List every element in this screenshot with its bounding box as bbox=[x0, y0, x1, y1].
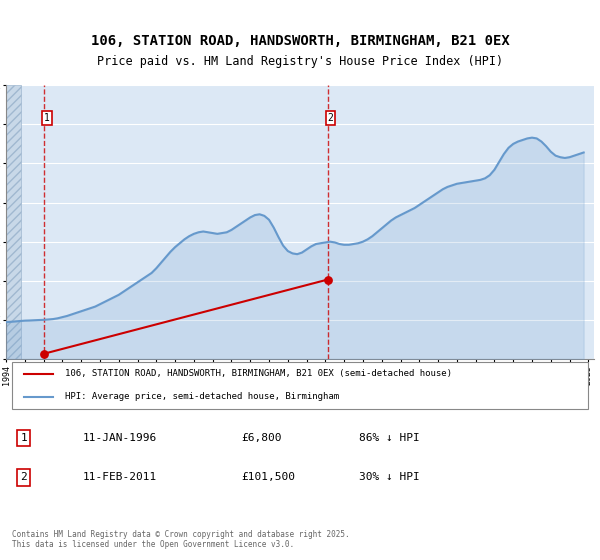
Text: Price paid vs. HM Land Registry's House Price Index (HPI): Price paid vs. HM Land Registry's House … bbox=[97, 55, 503, 68]
Bar bbox=[6, 85, 21, 359]
Text: 11-JAN-1996: 11-JAN-1996 bbox=[82, 433, 157, 443]
Text: 2: 2 bbox=[328, 113, 334, 123]
Point bbox=[323, 275, 332, 284]
Text: HPI: Average price, semi-detached house, Birmingham: HPI: Average price, semi-detached house,… bbox=[65, 393, 339, 402]
Text: 1: 1 bbox=[20, 433, 27, 443]
Point bbox=[40, 349, 49, 358]
Text: 86% ↓ HPI: 86% ↓ HPI bbox=[359, 433, 419, 443]
FancyBboxPatch shape bbox=[12, 362, 588, 409]
Text: 106, STATION ROAD, HANDSWORTH, BIRMINGHAM, B21 0EX: 106, STATION ROAD, HANDSWORTH, BIRMINGHA… bbox=[91, 34, 509, 48]
Text: £6,800: £6,800 bbox=[241, 433, 282, 443]
Text: 1: 1 bbox=[44, 113, 50, 123]
Text: 11-FEB-2011: 11-FEB-2011 bbox=[82, 473, 157, 482]
Text: 2: 2 bbox=[20, 473, 27, 482]
Text: Contains HM Land Registry data © Crown copyright and database right 2025.
This d: Contains HM Land Registry data © Crown c… bbox=[12, 530, 350, 549]
Text: 106, STATION ROAD, HANDSWORTH, BIRMINGHAM, B21 0EX (semi-detached house): 106, STATION ROAD, HANDSWORTH, BIRMINGHA… bbox=[65, 369, 452, 378]
Text: £101,500: £101,500 bbox=[241, 473, 295, 482]
Text: 30% ↓ HPI: 30% ↓ HPI bbox=[359, 473, 419, 482]
